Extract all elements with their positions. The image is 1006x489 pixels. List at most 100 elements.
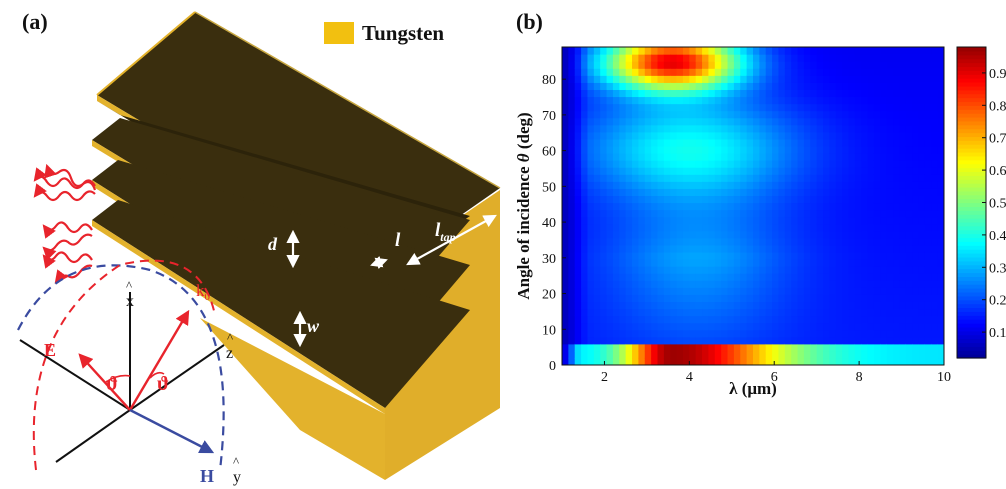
heatmap-cell	[568, 308, 576, 317]
heatmap-cell	[937, 357, 944, 365]
heatmap-cell	[651, 96, 659, 105]
heatmap-cell	[740, 167, 748, 175]
z-axis-hat: ^	[227, 330, 233, 345]
heatmap-cell	[562, 294, 569, 302]
heatmap-cell	[778, 202, 786, 211]
heatmap-cell	[612, 315, 620, 324]
heatmap-cell	[689, 131, 697, 140]
heatmap-cell	[765, 280, 773, 288]
heatmap-cell	[632, 202, 639, 211]
heatmap-cell	[803, 195, 811, 204]
heatmap-cell	[778, 287, 786, 295]
heatmap-cell	[835, 237, 843, 246]
heatmap-cell	[625, 145, 633, 154]
heatmap-cell	[568, 251, 576, 260]
heatmap-cell	[861, 280, 869, 288]
heatmap-cell	[574, 273, 582, 281]
heatmap-cell	[619, 195, 627, 204]
heatmap-cell	[918, 273, 926, 281]
heatmap-cell	[676, 117, 684, 126]
heatmap-cell	[619, 202, 627, 211]
heatmap-cell	[778, 343, 786, 352]
heatmap-cell	[848, 61, 856, 69]
heatmap-cell	[931, 280, 939, 288]
heatmap-cell	[625, 251, 633, 260]
heatmap-cell	[644, 357, 652, 365]
heatmap-cell	[638, 82, 646, 90]
heatmap-cell	[797, 259, 805, 267]
colorbar-cell	[957, 272, 986, 277]
heatmap-cell	[721, 160, 729, 168]
heatmap-cell	[899, 195, 907, 204]
heatmap-cell	[689, 230, 697, 239]
heatmap-cell	[638, 188, 646, 196]
heatmap-cell	[810, 75, 818, 83]
heatmap-cell	[784, 167, 792, 175]
heatmap-cell	[803, 103, 811, 112]
heatmap-cell	[937, 209, 944, 218]
heatmap-cell	[612, 301, 620, 310]
colorbar-cell	[957, 78, 986, 83]
heatmap-cell	[574, 237, 582, 246]
heatmap-cell	[791, 216, 799, 225]
heatmap-cell	[670, 259, 678, 267]
heatmap-cell	[733, 96, 741, 105]
heatmap-cell	[912, 75, 920, 83]
heatmap-cell	[733, 174, 741, 182]
heatmap-cell	[924, 301, 932, 310]
heatmap-cell	[848, 251, 856, 260]
heatmap-cell	[644, 89, 652, 98]
heatmap-cell	[765, 273, 773, 281]
heatmap-cell	[651, 117, 659, 126]
heatmap-cell	[848, 287, 856, 295]
heatmap-cell	[937, 202, 944, 211]
heatmap-cell	[880, 223, 888, 232]
heatmap-cell	[823, 110, 830, 119]
heatmap-cell	[893, 54, 901, 62]
heatmap-cell	[918, 308, 926, 317]
heatmap-cell	[861, 343, 869, 352]
heatmap-cell	[829, 138, 837, 147]
heatmap-cell	[899, 315, 907, 324]
heatmap-cell	[600, 110, 608, 119]
heatmap-cell	[644, 96, 652, 105]
heatmap-cell	[746, 336, 754, 345]
heatmap-cell	[676, 188, 684, 196]
heatmap-cell	[733, 266, 741, 274]
heatmap-cell	[733, 188, 741, 196]
heatmap-cell	[651, 54, 659, 62]
heatmap-cell	[791, 294, 799, 302]
heatmap-cell	[918, 96, 926, 105]
heatmap-cell	[784, 47, 792, 55]
heatmap-cell	[568, 124, 576, 133]
heatmap-cell	[663, 75, 671, 83]
heatmap-cell	[619, 68, 627, 76]
heatmap-cell	[721, 336, 729, 345]
heatmap-cell	[638, 68, 646, 76]
heatmap-cell	[676, 47, 684, 55]
heatmap-cell	[632, 308, 639, 317]
heatmap-cell	[816, 230, 824, 239]
heatmap-cell	[727, 237, 735, 246]
heatmap-cell	[829, 47, 837, 55]
heatmap-cell	[810, 145, 818, 154]
heatmap-cell	[612, 251, 620, 260]
heatmap-cell	[873, 230, 881, 239]
heatmap-cell	[727, 167, 735, 175]
heatmap-cell	[702, 174, 710, 182]
colorbar-cell	[957, 89, 986, 95]
heatmap-cell	[593, 145, 601, 154]
heatmap-cell	[714, 145, 722, 154]
heatmap-cell	[829, 357, 837, 365]
heatmap-cell	[842, 110, 850, 119]
heatmap-cell	[861, 61, 869, 69]
heatmap-cell	[714, 336, 722, 345]
heatmap-cell	[689, 103, 697, 112]
heatmap-cell	[581, 75, 589, 83]
heatmap-cell	[937, 216, 944, 225]
heatmap-cell	[727, 350, 735, 359]
heatmap-cell	[619, 82, 627, 90]
heatmap-cell	[581, 138, 589, 147]
heatmap-cell	[721, 308, 729, 317]
